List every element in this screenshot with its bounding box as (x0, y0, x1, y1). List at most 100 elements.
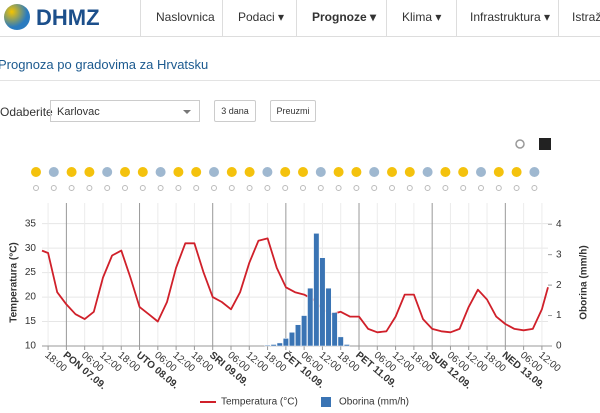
precip-bar (337, 336, 344, 347)
logo-icon (4, 4, 30, 30)
wind-icon (495, 185, 502, 191)
weather-icon (262, 167, 273, 177)
weather-icon (48, 167, 59, 177)
wind-icon (531, 185, 538, 191)
separator (140, 0, 141, 36)
precip-bar (295, 324, 302, 347)
weather-icon (422, 167, 433, 177)
precip-bar (319, 257, 326, 347)
wind-icon (282, 185, 289, 191)
y2-tick-label: 3 (556, 249, 562, 260)
wind-icon (193, 185, 200, 191)
separator (222, 0, 223, 36)
city-select[interactable]: Karlovac (50, 100, 200, 122)
weather-icon (102, 167, 113, 177)
wind-icon (300, 185, 306, 191)
wind-icon (424, 185, 431, 191)
precip-bar (264, 344, 271, 347)
precip-bar (307, 287, 314, 347)
wind-icon (478, 185, 484, 191)
nav-item[interactable]: Klima ▾ (402, 10, 442, 24)
weather-icon (31, 167, 41, 177)
precip-bar (270, 344, 277, 347)
weather-icon (209, 167, 219, 177)
wind-icon (104, 185, 111, 191)
weather-icon (66, 167, 77, 177)
wind-icon (317, 185, 324, 191)
wind-icon (389, 185, 395, 191)
wind-icon (371, 185, 378, 191)
wind-icon (139, 185, 146, 191)
weather-icon (493, 167, 504, 177)
weather-icon (529, 167, 540, 177)
precip-bar (301, 315, 308, 347)
nav-text: Podaci (238, 10, 275, 24)
top-bar: DHMZ Naslovnica Podaci ▾ Prognoze ▾ Klim… (0, 0, 600, 37)
legend-label: Temperatura (°C) (221, 397, 298, 408)
wind-icon (264, 185, 271, 191)
precip-bar (325, 287, 332, 347)
precip-bar (276, 342, 283, 347)
y-tick-label: 35 (25, 218, 37, 229)
chart-icon[interactable] (539, 138, 551, 150)
wind-icon (335, 185, 342, 191)
wind-icon (246, 185, 253, 191)
weather-icon (191, 167, 202, 177)
legend-swatch (321, 397, 331, 407)
y-tick-label: 15 (25, 316, 37, 327)
button[interactable]: 3 dana (214, 100, 256, 122)
nav-item[interactable]: Prognoze ▾ (312, 10, 377, 24)
precip-bar (288, 332, 295, 347)
weather-icon (280, 167, 291, 177)
precip-bar (313, 233, 320, 347)
precip-bar (343, 344, 350, 347)
weather-icon (244, 167, 255, 177)
y-axis-label: Temperatura (°C) (9, 242, 20, 323)
separator (296, 0, 297, 36)
weather-icon (511, 167, 522, 177)
weather-icon (404, 167, 415, 177)
button[interactable]: Preuzmi (270, 100, 316, 122)
y2-axis-label: Oborina (mm/h) (579, 245, 590, 319)
weather-icon (333, 167, 344, 177)
separator (558, 0, 559, 36)
y2-tick-label: 2 (556, 280, 562, 291)
weather-icon (173, 167, 184, 177)
zoom-icon[interactable] (515, 139, 525, 149)
wind-icon (406, 185, 413, 191)
wind-icon (228, 185, 235, 191)
wind-icon (33, 185, 39, 191)
weather-icon (369, 167, 380, 177)
nav-item[interactable]: Istraži (572, 10, 600, 24)
weather-icon (387, 167, 397, 177)
nav-item[interactable]: Podaci ▾ (238, 10, 285, 24)
weather-icon (137, 167, 148, 177)
separator (456, 0, 457, 36)
logo[interactable]: DHMZ (36, 5, 100, 30)
y-tick-label: 30 (25, 243, 37, 254)
separator (386, 0, 387, 36)
wind-icon (157, 185, 164, 191)
y2-tick-label: 1 (556, 310, 562, 321)
legend-label: Oborina (mm/h) (339, 397, 409, 408)
divider (0, 80, 600, 81)
wind-icon (175, 185, 182, 191)
wind-icon (68, 185, 75, 191)
y-tick-label: 20 (25, 292, 37, 303)
page-title: Prognoza po gradovima za Hrvatsku (0, 57, 209, 72)
weather-icon (440, 167, 451, 177)
y-tick-label: 10 (25, 341, 37, 352)
nav-text: Infrastruktura (470, 10, 541, 24)
precip-bar (282, 338, 289, 347)
nav-text: Klima (402, 10, 433, 24)
wind-icon (86, 185, 93, 191)
weather-icon (84, 167, 95, 177)
nav-item[interactable]: Naslovnica (156, 10, 215, 24)
weather-icon (226, 167, 237, 177)
temperature-line (41, 237, 549, 334)
nav-item[interactable]: Infrastruktura ▾ (470, 10, 551, 24)
wind-icon (50, 185, 57, 191)
wind-icon (353, 185, 360, 191)
